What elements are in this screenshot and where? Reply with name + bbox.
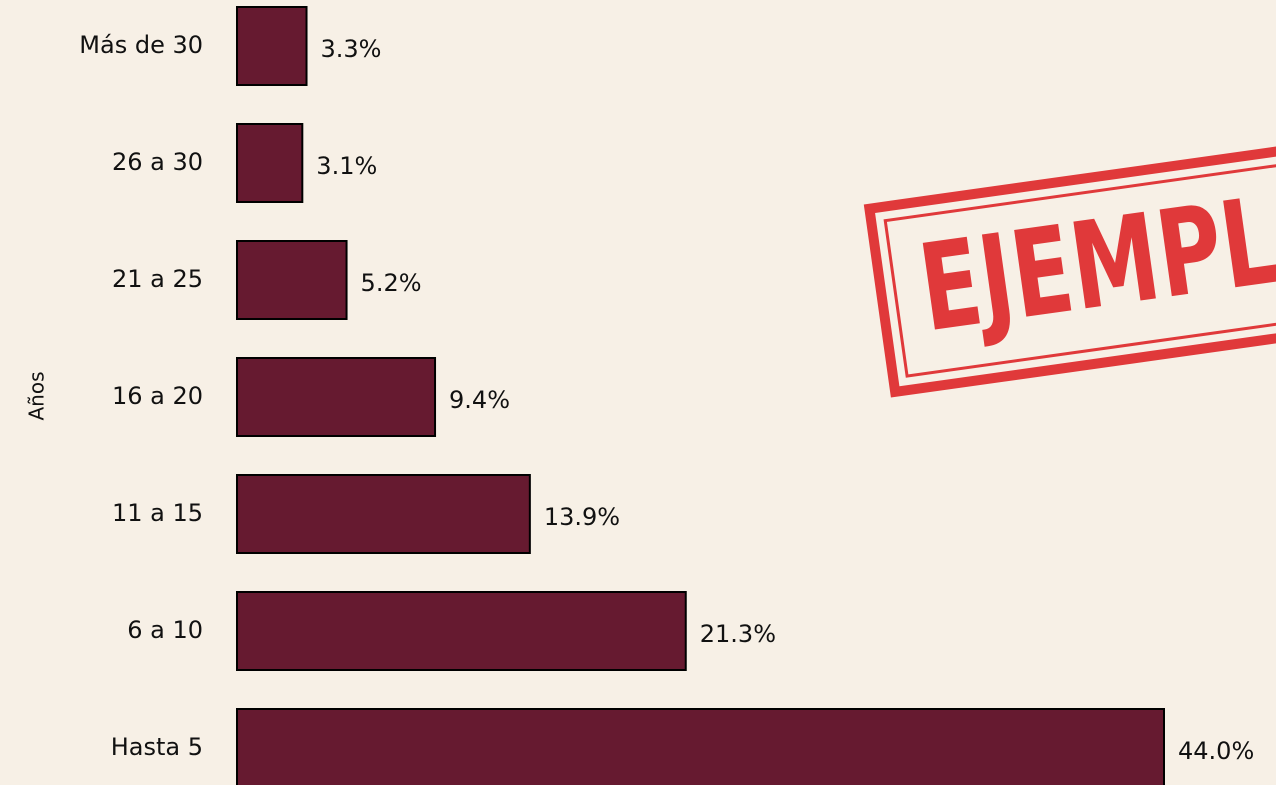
data-label: 3.1% [316,152,377,180]
data-label: 21.3% [700,620,776,648]
y-tick-label: 21 a 25 [112,265,203,293]
y-tick-label: Hasta 5 [111,733,203,761]
stamp-border [863,141,1276,398]
y-tick-label: 16 a 20 [112,382,203,410]
bar [236,357,437,437]
y-tick-label: 26 a 30 [112,148,203,176]
data-label: 5.2% [361,269,422,297]
data-label: 9.4% [449,386,510,414]
bar [236,123,304,203]
data-label: 13.9% [544,503,620,531]
y-axis-label: Años [25,371,49,420]
y-tick-label: 11 a 15 [112,499,203,527]
bar [236,474,531,554]
data-label: 44.0% [1178,737,1254,765]
stamp-inner-border [883,161,1276,378]
bar [236,6,308,86]
bar [236,591,687,671]
y-tick-label: 6 a 10 [127,616,203,644]
y-tick-label: Más de 30 [79,31,203,59]
data-label: 3.3% [321,35,382,63]
bar [236,240,348,320]
bar [236,708,1165,785]
